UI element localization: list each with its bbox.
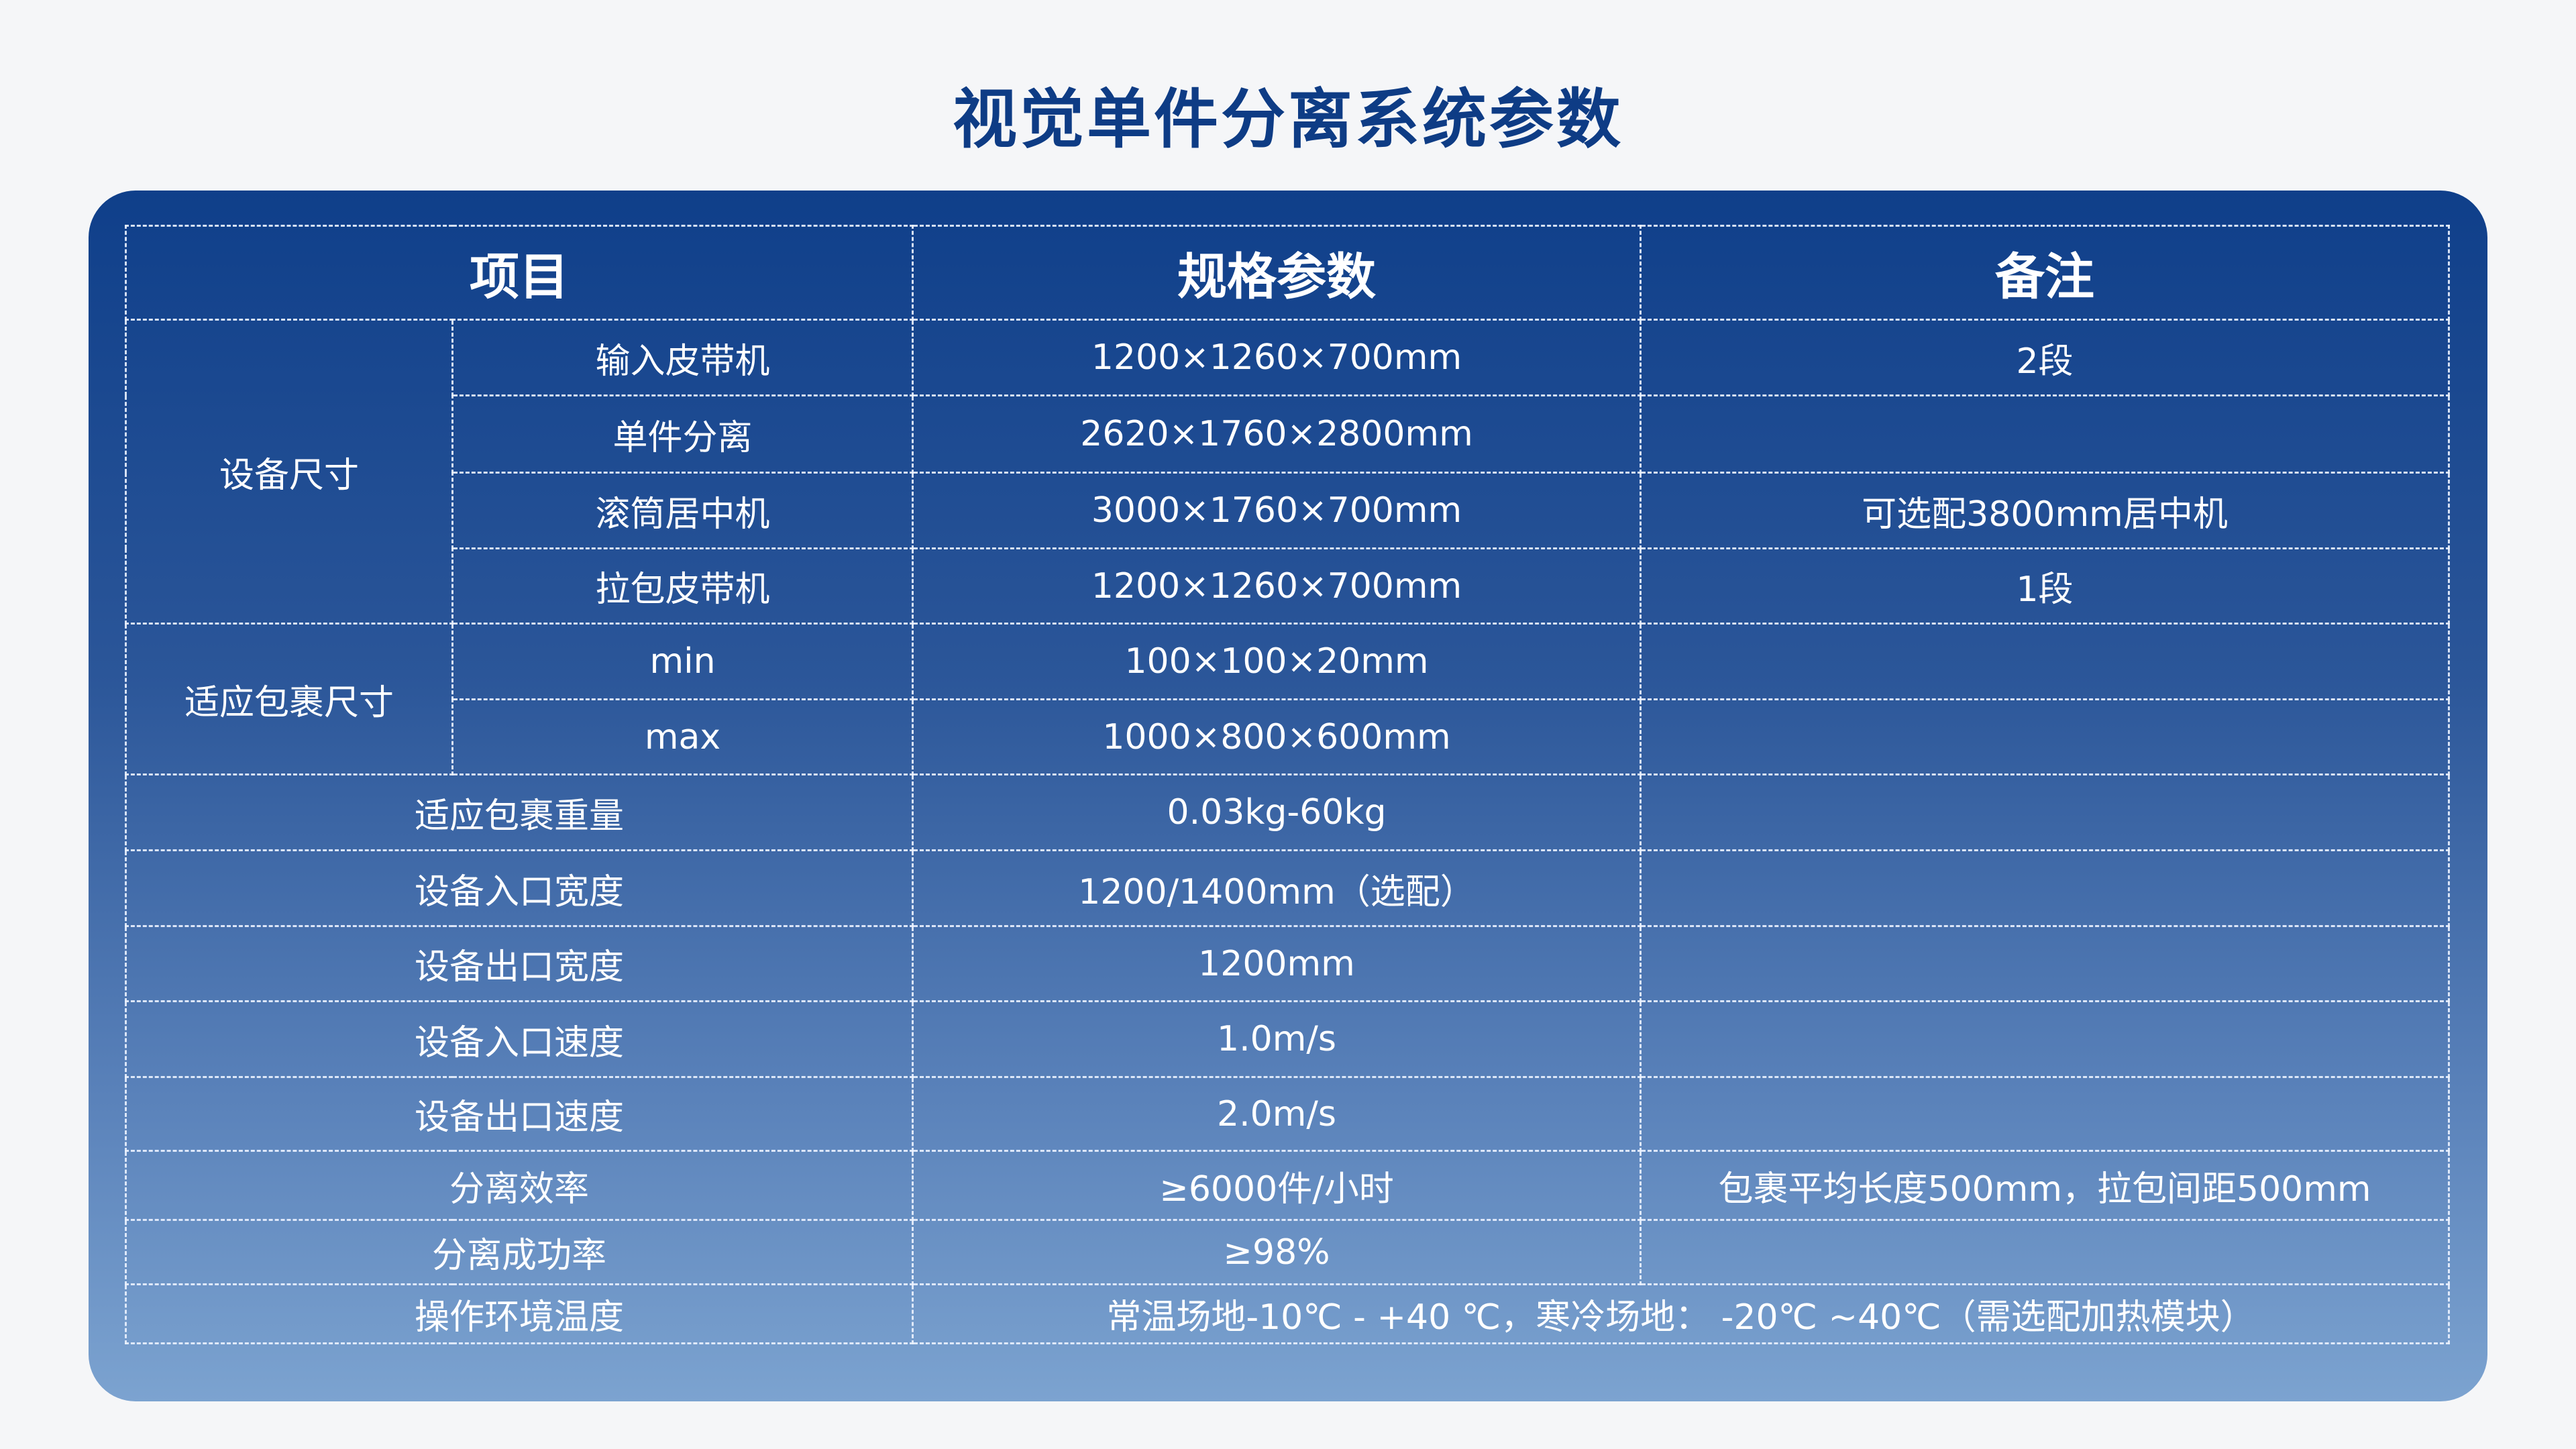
table-row: 拉包皮带机 1200×1260×700mm 1段 <box>126 547 2450 625</box>
note-cell <box>1640 623 2450 700</box>
item-cell: 适应包裹重量 <box>125 773 914 851</box>
item-cell: max <box>451 698 914 775</box>
table-row: 设备出口速度 2.0m/s <box>125 1076 2450 1152</box>
note-cell <box>1640 1076 2450 1152</box>
table-row: 适应包裹尺寸 min 100×100×20mm <box>125 623 2450 775</box>
note-cell: 包裹平均长度500mm，拉包间距500mm <box>1640 1150 2450 1221</box>
note-cell <box>1640 925 2450 1002</box>
page-title: 视觉单件分离系统参数 <box>953 82 1623 157</box>
note-cell: 1段 <box>1640 547 2450 625</box>
note-cell <box>1640 698 2450 775</box>
item-cell: 设备出口宽度 <box>125 925 914 1002</box>
table-row: 滚筒居中机 3000×1760×700mm 可选配3800mm居中机 <box>126 472 2450 549</box>
spec-cell: ≥6000件/小时 <box>912 1150 1642 1221</box>
spec-table: 项目 规格参数 备注 设备尺寸 输入皮带机 1200×1260×700mm 2段… <box>125 225 2450 1344</box>
spec-cell: 常温场地-10℃ - +40 ℃，寒冷场地： -20℃ ~40℃（需选配加热模块… <box>912 1283 2450 1344</box>
header-row: 项目 规格参数 备注 <box>125 225 2450 321</box>
header-item: 项目 <box>125 225 914 321</box>
item-cell: 设备入口宽度 <box>125 849 914 927</box>
note-cell <box>1640 773 2450 851</box>
note-cell <box>1640 394 2450 474</box>
item-cell: 设备入口速度 <box>125 1000 914 1078</box>
group-label: 设备尺寸 <box>125 319 453 625</box>
table-row: 设备入口宽度 1200/1400mm（选配） <box>125 849 2450 927</box>
item-cell: 操作环境温度 <box>125 1283 914 1344</box>
table-row: 适应包裹重量 0.03kg-60kg <box>125 773 2450 851</box>
table-row: 分离效率 ≥6000件/小时 包裹平均长度500mm，拉包间距500mm <box>125 1150 2450 1221</box>
header-spec: 规格参数 <box>912 225 1642 321</box>
spec-cell: 100×100×20mm <box>912 623 1642 700</box>
spec-cell: 1200×1260×700mm <box>912 547 1642 625</box>
item-cell: 分离成功率 <box>125 1219 914 1285</box>
note-cell <box>1640 849 2450 927</box>
item-cell: 拉包皮带机 <box>451 547 914 625</box>
spec-cell: 1200×1260×700mm <box>912 319 1642 396</box>
spec-cell: 3000×1760×700mm <box>912 472 1642 549</box>
table-row: 操作环境温度 常温场地-10℃ - +40 ℃，寒冷场地： -20℃ ~40℃（… <box>125 1283 2450 1344</box>
item-cell: 分离效率 <box>125 1150 914 1221</box>
table-row: 单件分离 2620×1760×2800mm <box>126 394 2450 474</box>
table-row: 设备入口速度 1.0m/s <box>125 1000 2450 1078</box>
table-row: max 1000×800×600mm <box>126 698 2450 775</box>
note-cell: 2段 <box>1640 319 2450 396</box>
spec-cell: 1200mm <box>912 925 1642 1002</box>
spec-cell: 2620×1760×2800mm <box>912 394 1642 474</box>
item-cell: 单件分离 <box>451 394 914 474</box>
item-cell: 输入皮带机 <box>451 319 914 396</box>
item-cell: min <box>451 623 914 700</box>
note-cell <box>1640 1000 2450 1078</box>
table-row: 设备出口宽度 1200mm <box>125 925 2450 1002</box>
item-cell: 设备出口速度 <box>125 1076 914 1152</box>
spec-cell: ≥98% <box>912 1219 1642 1285</box>
spec-cell: 1.0m/s <box>912 1000 1642 1078</box>
note-cell <box>1640 1219 2450 1285</box>
spec-cell: 1200/1400mm（选配） <box>912 849 1642 927</box>
note-cell: 可选配3800mm居中机 <box>1640 472 2450 549</box>
item-cell: 滚筒居中机 <box>451 472 914 549</box>
spec-cell: 0.03kg-60kg <box>912 773 1642 851</box>
table-row: 设备尺寸 输入皮带机 1200×1260×700mm 2段 <box>125 319 2450 625</box>
table-row: 分离成功率 ≥98% <box>125 1219 2450 1285</box>
spec-cell: 1000×800×600mm <box>912 698 1642 775</box>
group-label: 适应包裹尺寸 <box>125 623 453 775</box>
spec-cell: 2.0m/s <box>912 1076 1642 1152</box>
header-note: 备注 <box>1640 225 2450 321</box>
